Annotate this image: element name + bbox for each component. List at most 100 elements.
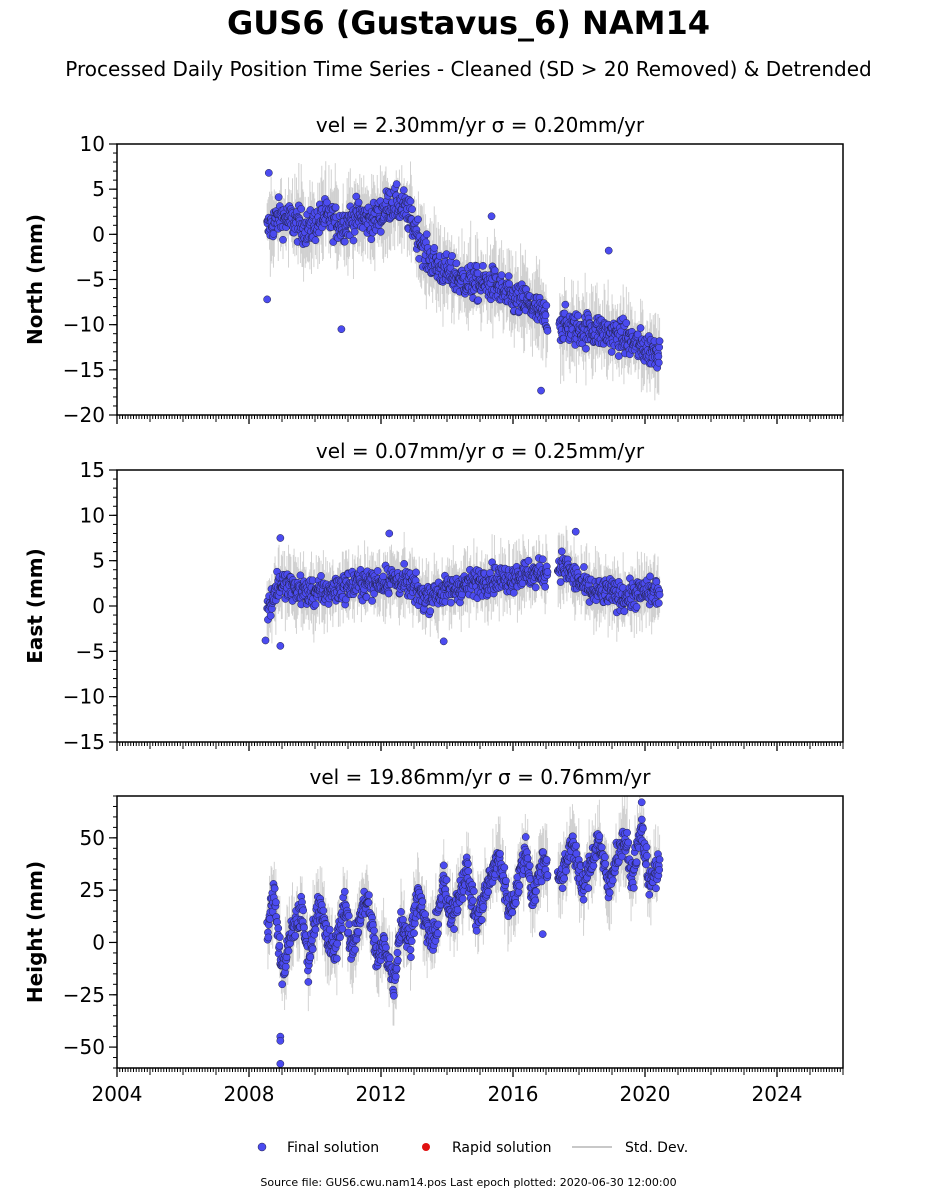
data-point bbox=[370, 926, 378, 935]
data-point bbox=[284, 947, 293, 955]
y-tick-label: 0 bbox=[92, 594, 105, 618]
data-point bbox=[523, 854, 532, 863]
data-point bbox=[371, 935, 379, 943]
data-point bbox=[338, 924, 347, 933]
data-point bbox=[532, 887, 540, 896]
data-point bbox=[584, 884, 593, 892]
plot-area bbox=[261, 525, 664, 650]
final-solution-points bbox=[263, 169, 664, 395]
data-point bbox=[537, 877, 546, 886]
data-point bbox=[452, 259, 461, 268]
data-point bbox=[365, 891, 373, 899]
y-tick-label: −5 bbox=[76, 268, 105, 292]
data-point bbox=[351, 945, 359, 954]
plot-area bbox=[263, 796, 664, 1068]
data-point bbox=[484, 888, 492, 896]
data-point bbox=[543, 871, 552, 879]
y-tick-label: 5 bbox=[92, 549, 105, 573]
data-point bbox=[264, 933, 273, 942]
data-point bbox=[345, 920, 353, 928]
data-point bbox=[601, 859, 610, 868]
y-tick-label: −10 bbox=[63, 685, 105, 709]
data-point bbox=[447, 598, 455, 607]
data-point bbox=[274, 924, 283, 933]
data-point bbox=[531, 583, 540, 592]
data-point bbox=[479, 262, 487, 270]
data-point bbox=[453, 905, 462, 914]
data-point bbox=[632, 858, 641, 867]
data-point bbox=[579, 895, 588, 904]
data-point bbox=[601, 853, 609, 861]
data-point bbox=[632, 603, 641, 611]
outlier-point bbox=[263, 295, 271, 304]
y-tick-label: −15 bbox=[63, 358, 105, 382]
data-point bbox=[376, 227, 385, 236]
x-axis bbox=[116, 415, 844, 424]
data-point bbox=[340, 237, 349, 246]
data-point bbox=[422, 230, 431, 239]
outlier-point bbox=[276, 642, 285, 650]
y-tick-label: 10 bbox=[80, 132, 105, 156]
panel-title: vel = 0.07mm/yr σ = 0.25mm/yr bbox=[316, 439, 645, 463]
data-point bbox=[349, 236, 358, 245]
y-axis-label: East (mm) bbox=[23, 548, 47, 664]
final-solution-points bbox=[261, 527, 664, 650]
data-point bbox=[400, 560, 409, 568]
data-point bbox=[406, 946, 415, 954]
final-solution-points bbox=[263, 798, 664, 1068]
data-point bbox=[297, 205, 306, 213]
data-point bbox=[572, 841, 580, 850]
data-point bbox=[511, 899, 520, 907]
x-axis bbox=[116, 742, 844, 751]
data-point bbox=[281, 962, 290, 971]
data-point bbox=[541, 311, 550, 320]
data-point bbox=[407, 937, 416, 946]
y-tick-label: 0 bbox=[92, 222, 105, 246]
data-point bbox=[655, 337, 664, 345]
data-point bbox=[332, 954, 341, 963]
data-point bbox=[291, 931, 300, 940]
data-point bbox=[382, 943, 390, 952]
data-point bbox=[368, 597, 376, 605]
data-point bbox=[350, 228, 359, 236]
data-point bbox=[336, 933, 344, 942]
panel-title: vel = 2.30mm/yr σ = 0.20mm/yr bbox=[316, 113, 645, 137]
data-point bbox=[464, 867, 473, 876]
data-point bbox=[458, 895, 467, 903]
data-point bbox=[642, 843, 651, 852]
data-point bbox=[311, 600, 320, 609]
data-point bbox=[354, 928, 363, 936]
data-point bbox=[508, 908, 517, 917]
data-point bbox=[274, 193, 283, 202]
data-point bbox=[299, 906, 308, 915]
data-point bbox=[607, 348, 616, 356]
data-point bbox=[266, 914, 274, 923]
data-point bbox=[408, 205, 416, 214]
data-point bbox=[275, 941, 284, 950]
data-point bbox=[278, 980, 287, 989]
data-point bbox=[504, 272, 513, 280]
chart-subtitle: Processed Daily Position Time Series - C… bbox=[65, 57, 872, 81]
y-axis: −15 −10 −5 0 5 10 15 bbox=[63, 458, 117, 754]
data-point bbox=[392, 964, 401, 973]
data-point bbox=[541, 582, 549, 591]
y-tick-label: 10 bbox=[80, 503, 105, 527]
data-point bbox=[450, 925, 458, 933]
data-point bbox=[582, 344, 590, 353]
data-point bbox=[270, 884, 279, 893]
y-tick-label: −5 bbox=[76, 639, 105, 663]
data-point bbox=[477, 916, 486, 924]
y-tick-label: −20 bbox=[63, 403, 105, 427]
data-point bbox=[311, 925, 320, 934]
data-point bbox=[561, 300, 570, 309]
data-point bbox=[620, 607, 629, 616]
data-point bbox=[331, 203, 340, 212]
data-point bbox=[430, 244, 439, 252]
data-point bbox=[497, 271, 506, 279]
panel-2: −15 −10 −5 0 5 10 15 vel = 0.07mm/yr σ = 0.25mm… bbox=[23, 439, 844, 754]
data-point bbox=[319, 906, 328, 915]
data-point bbox=[556, 578, 565, 586]
data-point bbox=[448, 252, 456, 260]
